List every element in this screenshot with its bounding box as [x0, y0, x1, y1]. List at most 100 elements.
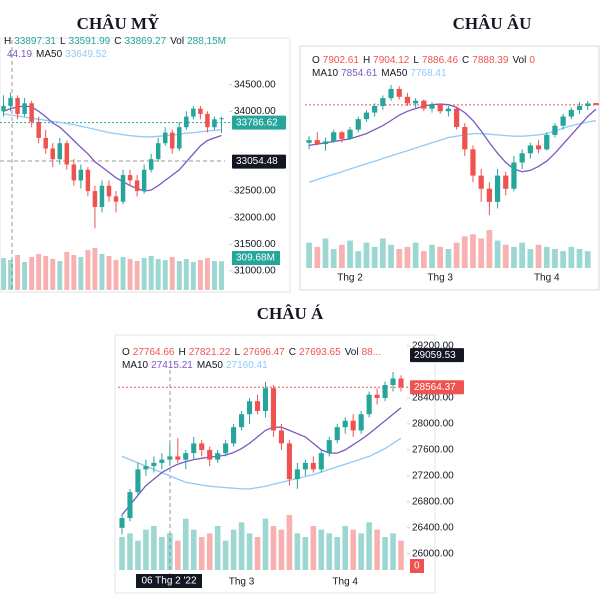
header-value: 288,15M [187, 36, 226, 47]
header-value: 33591.99 [69, 36, 111, 47]
candle-body [511, 162, 517, 189]
candle-body [57, 143, 63, 160]
candle-body [388, 88, 394, 99]
candle-body [143, 466, 149, 470]
volume-bar [92, 248, 98, 290]
volume-bar [120, 257, 126, 290]
volume-bar [71, 255, 77, 290]
volume-bar [302, 537, 309, 570]
volume-bar [527, 249, 534, 268]
volume-bar [326, 533, 333, 570]
candle-body [239, 414, 245, 428]
y-tick-label: 32000.00 [234, 212, 276, 223]
candle-body [437, 104, 443, 112]
candle-body [429, 104, 435, 109]
candle-body [155, 143, 161, 160]
volume-bar [214, 526, 221, 570]
volume-bar [36, 254, 42, 290]
ma10-line [308, 103, 597, 173]
volume-bar [339, 244, 345, 268]
volume-bar [552, 249, 558, 268]
volume-bar [106, 256, 112, 290]
price-label-box [410, 348, 464, 363]
candle-body [231, 427, 237, 444]
ma50-line [121, 437, 402, 490]
candle-body [390, 378, 396, 385]
y-tick-label: 28000.00 [412, 419, 454, 430]
candle-body [22, 103, 27, 114]
crosshair-label-box [136, 574, 202, 588]
volume-bar [502, 244, 509, 268]
y-tick-label: 31500.00 [234, 239, 276, 250]
candle-body [535, 145, 542, 150]
volume-bar [119, 537, 125, 570]
candle-body [486, 188, 492, 202]
volume-label-box [232, 251, 280, 265]
candle-body [350, 420, 356, 431]
volume-bar [50, 259, 56, 290]
header: O 7902.61 H 7904.12 L 7886.46 C 7888.39 Vol 0 [312, 55, 535, 66]
candle-body [470, 149, 476, 176]
price-label-box [410, 380, 464, 395]
ma50-line [308, 120, 597, 183]
candle-body [127, 175, 133, 181]
candle-body [413, 100, 419, 104]
volume-bar [190, 262, 196, 290]
candle-body [175, 456, 181, 460]
y-tick-label: 27200.00 [412, 471, 454, 482]
volume-bar [382, 537, 388, 570]
volume-bar [222, 540, 229, 570]
volume-bar [543, 246, 550, 268]
volume-bar [230, 529, 237, 570]
volume-bar [219, 261, 224, 290]
candle-body [177, 127, 182, 149]
volume-label: 0 [414, 561, 420, 572]
volume-bar [398, 540, 404, 570]
volume-bar [135, 540, 141, 570]
candle-body [127, 492, 133, 519]
candle-body [170, 132, 175, 149]
volume-bar [270, 526, 277, 570]
ma-header: 44.19 MA50 33649.52 [7, 49, 107, 60]
volume-bar [379, 238, 386, 268]
candle-body [162, 132, 168, 144]
volume-bar [43, 256, 49, 290]
header-value: 7886.46 [422, 55, 459, 66]
header-label: H [363, 55, 370, 66]
header-value: 27821.22 [189, 347, 231, 358]
header-label: H [4, 36, 11, 47]
candle-body [398, 378, 404, 388]
y-tick-label: 29200.00 [412, 341, 454, 352]
volume-bar [78, 257, 84, 290]
x-tick-label: Thg 3 [229, 577, 255, 588]
header-label: Vol [170, 36, 184, 47]
candle-body [462, 127, 468, 150]
volume-bar [584, 251, 591, 268]
candle-body [71, 164, 77, 181]
candle-body [310, 462, 316, 470]
price-label-box [232, 115, 286, 130]
volume-bar [286, 515, 293, 570]
volume-bar [388, 244, 394, 268]
candle-body [191, 443, 197, 454]
header-label: MA10 [122, 360, 149, 371]
crosshair-label: 06 Thg 2 '22 [141, 576, 197, 587]
header-label: C [114, 36, 121, 47]
header-label: Vol [345, 347, 359, 358]
candle-body [593, 103, 599, 105]
volume-bar [246, 533, 253, 570]
volume-bar [175, 540, 181, 570]
candle-body [167, 456, 173, 460]
candle-body [141, 169, 147, 192]
volume-bar [22, 262, 28, 290]
candle-body [199, 443, 205, 450]
y-tick-label: 31000.00 [234, 265, 276, 276]
volume-bar [314, 246, 321, 268]
candle-body [331, 132, 337, 142]
candle-body [503, 175, 509, 189]
volume-bar [162, 260, 168, 290]
volume-bar [64, 252, 70, 290]
header-label: L [60, 36, 66, 47]
candle-body [342, 420, 348, 428]
